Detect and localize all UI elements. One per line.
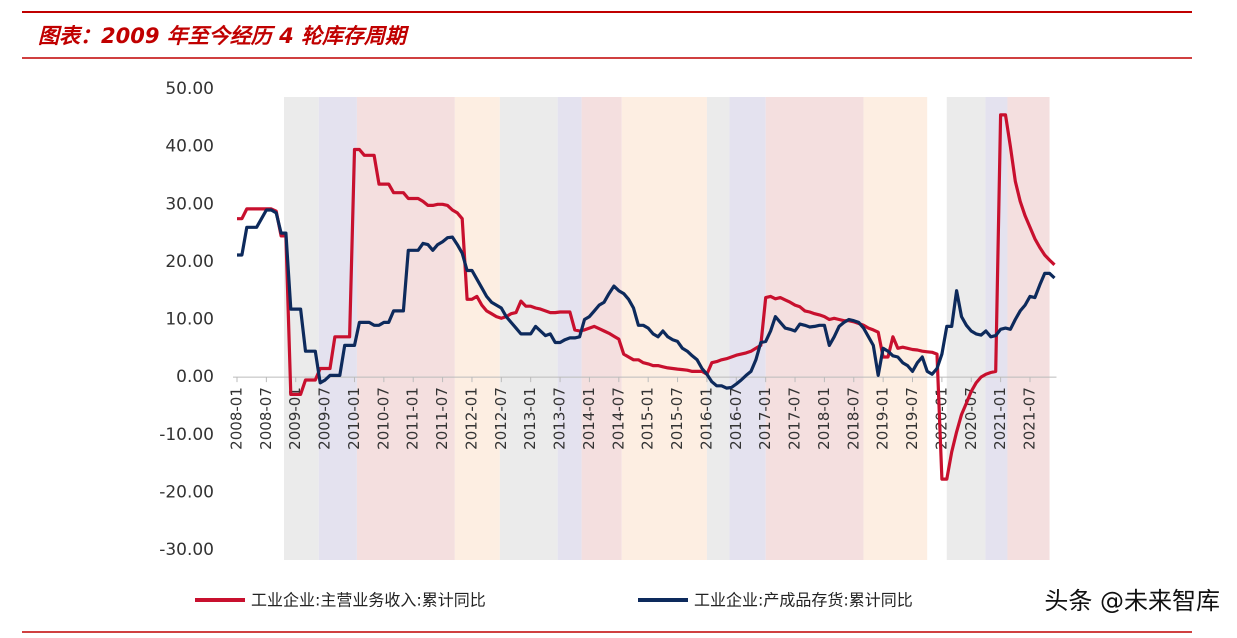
x-tick-label: 2011-01 — [404, 387, 422, 450]
x-tick-label: 2014-01 — [580, 387, 598, 450]
y-tick-label: -10.00 — [159, 425, 214, 445]
x-tick-label: 2012-01 — [462, 387, 480, 450]
phase-band — [765, 97, 864, 560]
x-tick-label: 2010-01 — [345, 387, 363, 450]
phase-band — [706, 97, 730, 560]
y-tick-label: 30.00 — [165, 194, 214, 214]
x-tick-label: 2019-01 — [874, 387, 892, 450]
series-line — [237, 113, 1056, 481]
y-tick-label: 50.00 — [165, 79, 214, 99]
legend-label: 工业企业:产成品存货:累计同比 — [694, 591, 913, 610]
x-tick-label: 2015-07 — [668, 387, 686, 450]
x-tick-label: 2018-01 — [815, 387, 833, 450]
x-tick-label: 2011-07 — [433, 387, 451, 450]
bands — [283, 97, 1050, 560]
chart-title: 图表：2009 年至今经历 4 轮库存周期 — [38, 24, 410, 48]
x-tick-label: 2018-07 — [844, 387, 862, 450]
x-tick-label: 2009-07 — [316, 387, 334, 450]
x-tick-label: 2021-01 — [991, 387, 1009, 450]
x-tick-label: 2017-07 — [786, 387, 804, 450]
y-tick-label: 20.00 — [165, 252, 214, 272]
phase-band — [863, 97, 928, 560]
y-tick-label: 40.00 — [165, 137, 214, 157]
x-tick-label: 2008-07 — [257, 387, 275, 450]
x-tick-label: 2008-01 — [228, 387, 246, 450]
x-tick-label: 2013-01 — [521, 387, 539, 450]
x-tick-label: 2020-01 — [932, 387, 950, 450]
phase-band — [557, 97, 582, 560]
x-tick-label: 2016-07 — [727, 387, 745, 450]
x-tick-label: 2014-07 — [609, 387, 627, 450]
x-tick-label: 2019-07 — [903, 387, 921, 450]
phase-band — [946, 97, 986, 560]
x-tick-label: 2021-07 — [1020, 387, 1038, 450]
phase-band — [356, 97, 455, 560]
x-tick-label: 2009-01 — [286, 387, 304, 450]
y-tick-label: 10.00 — [165, 310, 214, 330]
watermark: 头条 @未来智库 — [1044, 587, 1220, 615]
phase-band — [454, 97, 500, 560]
phase-band — [499, 97, 558, 560]
y-tick-label: 0.00 — [176, 367, 214, 387]
y-tick-label: -30.00 — [159, 540, 214, 560]
x-tick-label: 2013-07 — [551, 387, 569, 450]
x-tick-label: 2010-07 — [374, 387, 392, 450]
y-tick-label: -20.00 — [159, 482, 214, 502]
phase-band — [729, 97, 766, 560]
x-tick-label: 2015-01 — [639, 387, 657, 450]
legend-label: 工业企业:主营业务收入:累计同比 — [251, 591, 486, 610]
x-tick-label: 2017-01 — [756, 387, 774, 450]
x-tick-label: 2016-01 — [697, 387, 715, 450]
x-tick-label: 2012-07 — [492, 387, 510, 450]
phase-band — [621, 97, 707, 560]
series-line — [237, 208, 1056, 390]
